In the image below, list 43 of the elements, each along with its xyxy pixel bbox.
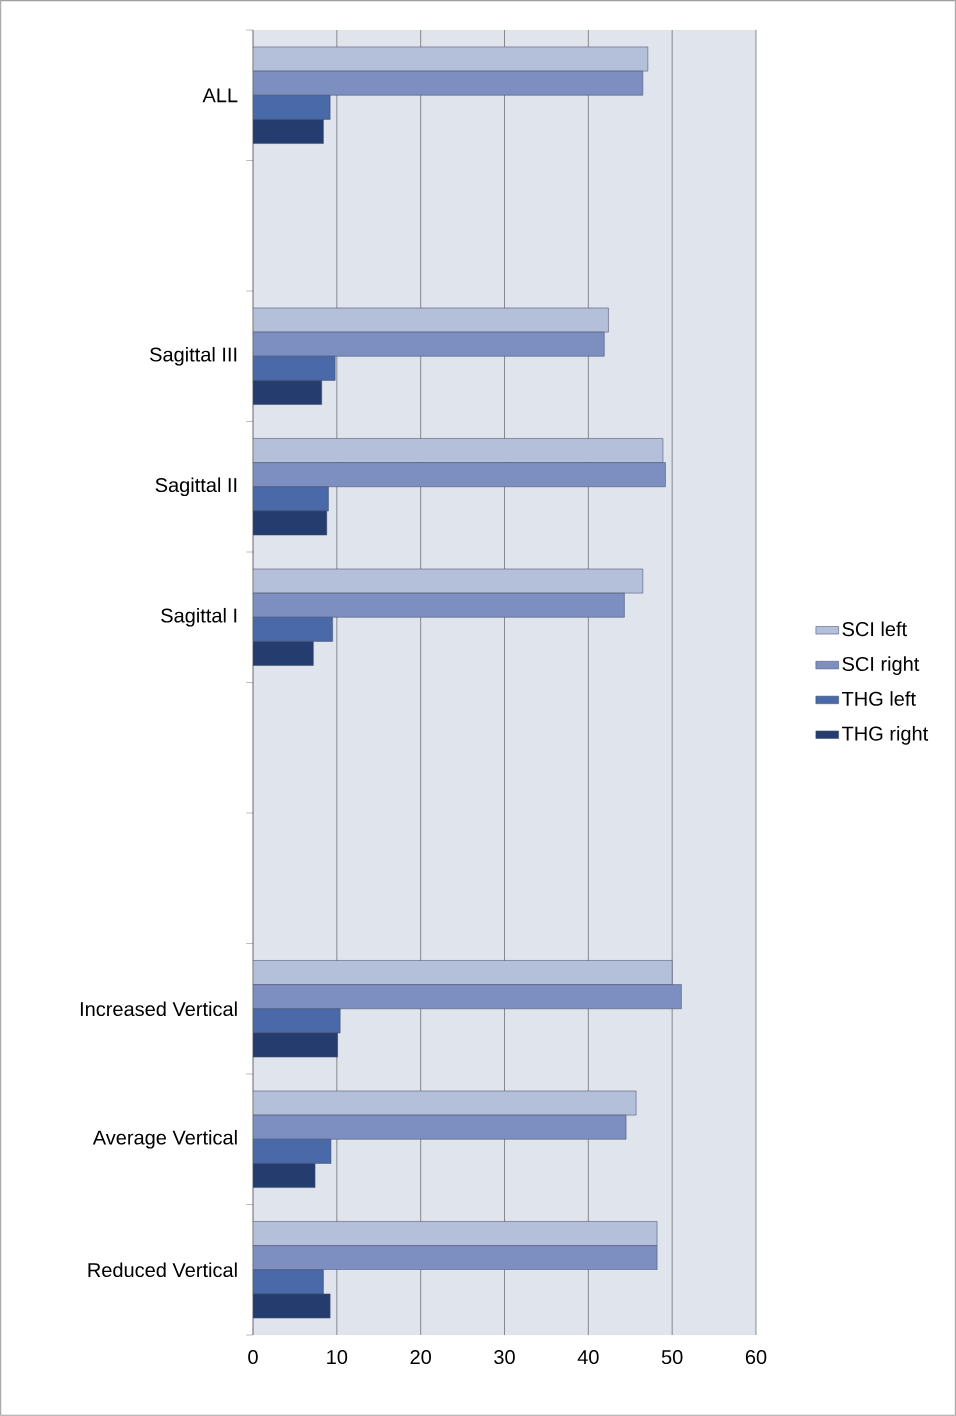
bar bbox=[253, 1221, 658, 1246]
x-tick-label: 50 bbox=[661, 1349, 683, 1365]
y-tick-label: ALL bbox=[202, 88, 238, 103]
y-tick-label: Sagittal I bbox=[161, 607, 237, 627]
bar bbox=[253, 984, 682, 1010]
legend-label: SCI right bbox=[842, 656, 920, 675]
x-tick-label: 10 bbox=[327, 1349, 348, 1365]
bar bbox=[253, 1163, 316, 1188]
bar bbox=[253, 616, 333, 642]
bar bbox=[253, 462, 666, 488]
legend-label: THG left bbox=[842, 691, 916, 706]
x-tick-label: 40 bbox=[577, 1349, 599, 1365]
x-tick-label: 0 bbox=[248, 1349, 258, 1365]
x-tick-label: 20 bbox=[410, 1349, 431, 1365]
legend-label: SCI left bbox=[842, 621, 907, 637]
bar bbox=[253, 380, 323, 405]
y-tick-label: Average Vertical bbox=[92, 1129, 237, 1149]
x-tick-label: 30 bbox=[494, 1349, 515, 1365]
y-tick-label: Reduced Vertical bbox=[88, 1262, 237, 1278]
bar bbox=[253, 94, 331, 120]
bar bbox=[253, 119, 324, 144]
legend-label: THG right bbox=[842, 726, 929, 745]
bar bbox=[253, 438, 664, 463]
bar bbox=[253, 486, 329, 512]
y-tick-label: Sagittal II bbox=[155, 477, 237, 497]
bar bbox=[253, 1269, 324, 1295]
bar bbox=[253, 70, 644, 96]
bar bbox=[253, 568, 644, 594]
x-tick-label: 60 bbox=[745, 1349, 767, 1365]
bar bbox=[253, 46, 649, 72]
bar bbox=[253, 307, 609, 333]
y-tick-label: Increased Vertical bbox=[80, 1001, 237, 1017]
bar bbox=[253, 1138, 332, 1164]
bar bbox=[253, 960, 673, 985]
bar bbox=[253, 1114, 627, 1140]
bar bbox=[253, 1245, 658, 1271]
bar bbox=[253, 331, 605, 357]
bar bbox=[253, 1008, 341, 1034]
bar bbox=[253, 355, 336, 381]
bar bbox=[253, 592, 625, 618]
y-tick-label: Sagittal III bbox=[150, 346, 237, 366]
bar bbox=[253, 1090, 637, 1116]
bar bbox=[253, 641, 314, 666]
